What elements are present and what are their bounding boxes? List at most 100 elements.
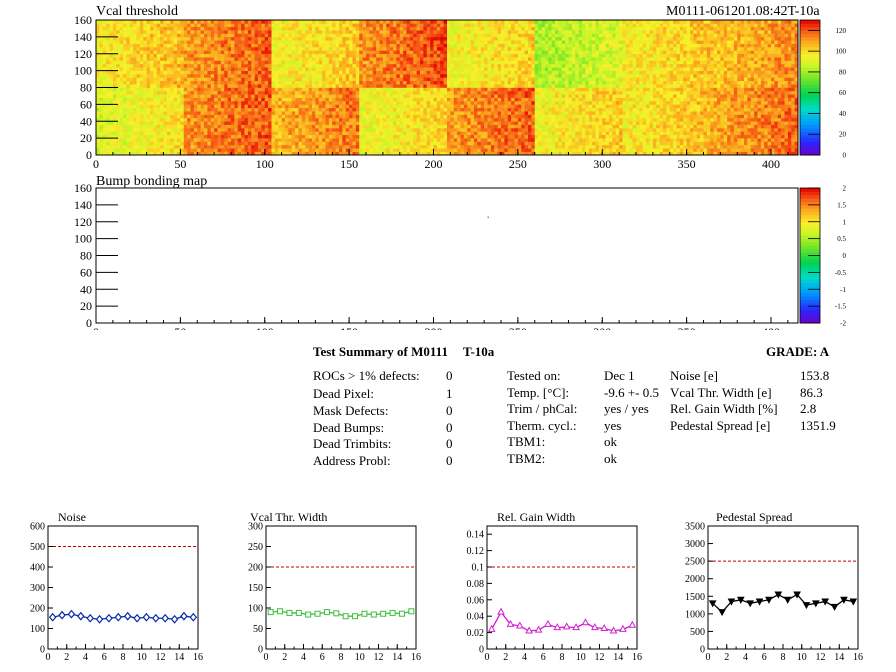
- vcal-cell: [281, 101, 286, 105]
- vcal-cell: [217, 57, 222, 61]
- vcal-cell: [747, 134, 752, 139]
- vcal-cell: [180, 57, 185, 61]
- vcal-cell: [382, 131, 387, 136]
- vcal-cell: [291, 151, 296, 156]
- vcal-cell: [423, 101, 428, 105]
- vcal-cell: [170, 63, 174, 68]
- vcal-cell: [143, 53, 147, 58]
- vcal-cell: [106, 141, 110, 146]
- vcal-cell: [204, 20, 208, 24]
- vcal-cell: [355, 148, 360, 152]
- vcal-cell: [349, 121, 353, 125]
- vcal-cell: [180, 148, 185, 152]
- vcal-cell: [268, 111, 272, 115]
- vcal-cell: [139, 67, 144, 71]
- vcal-cell: [359, 87, 363, 92]
- vcal-cell: [220, 138, 225, 142]
- vcal-cell: [477, 121, 482, 125]
- vcal-cell: [609, 87, 613, 92]
- vcal-cell: [625, 114, 630, 119]
- vcal-cell: [123, 138, 127, 142]
- vcal-cell: [740, 101, 745, 105]
- vcal-cell: [227, 90, 232, 95]
- vcal-cell: [217, 60, 222, 65]
- vcal-cell: [204, 124, 208, 129]
- vcal-cell: [480, 124, 485, 129]
- vcal-cell: [663, 117, 667, 122]
- vcal-cell: [490, 151, 495, 156]
- vcal-cell: [744, 97, 748, 102]
- vcal-cell: [423, 124, 428, 129]
- vcal-cell: [774, 90, 779, 95]
- vcal-cell: [183, 148, 188, 152]
- vcal-cell: [443, 101, 448, 105]
- vcal-cell: [369, 141, 374, 146]
- vcal-cell: [754, 87, 758, 92]
- vcal-cell: [794, 131, 799, 136]
- vcal-cell: [109, 131, 114, 136]
- vcal-cell: [781, 104, 785, 109]
- vcal-cell: [254, 121, 259, 125]
- vcal-cell: [730, 138, 735, 142]
- vcal-cell: [787, 151, 792, 156]
- vcal-cell: [436, 94, 441, 98]
- vcal-cell: [625, 117, 630, 122]
- vcal-cell: [180, 60, 185, 65]
- vcal-cell: [679, 121, 684, 125]
- vcal-cell: [129, 20, 134, 24]
- vcal-cell: [588, 111, 593, 115]
- vcal-cell: [345, 97, 350, 102]
- vcal-cell: [501, 128, 505, 132]
- vcal-cell: [757, 121, 762, 125]
- vcal-cell: [106, 47, 110, 51]
- vcal-cell: [143, 50, 147, 55]
- vcal-cell: [433, 101, 438, 105]
- vcal-cell: [96, 23, 100, 28]
- vcal-cell: [690, 111, 694, 115]
- vcal-cell: [787, 144, 792, 149]
- vcal-cell: [160, 131, 164, 136]
- vcal-cell: [609, 141, 613, 146]
- vcal-cell: [727, 151, 731, 156]
- vcal-cell: [727, 144, 731, 149]
- vcal-cell: [187, 53, 191, 58]
- vcal-cell: [447, 104, 451, 109]
- vcal-cell: [555, 134, 559, 139]
- vcal-cell: [592, 114, 596, 119]
- vcal-cell: [231, 67, 235, 71]
- vcal-cell: [615, 144, 620, 149]
- vcal-cell: [251, 124, 255, 129]
- vcal-cell: [669, 111, 674, 115]
- vcal-cell: [440, 151, 444, 156]
- vcal-cell: [713, 124, 718, 129]
- vcal-cell: [187, 50, 191, 55]
- vcal-cell: [268, 117, 272, 122]
- vcal-cell: [555, 90, 559, 95]
- vcal-cell: [740, 131, 745, 136]
- vcal-cell: [379, 141, 384, 146]
- vcal-cell: [345, 148, 350, 152]
- vcal-cell: [470, 97, 475, 102]
- vcal-cell: [207, 111, 212, 115]
- vcal-cell: [271, 117, 276, 122]
- vcal-cell: [480, 87, 485, 92]
- vcal-cell: [619, 114, 623, 119]
- vcal-cell: [409, 128, 414, 132]
- vcal-cell: [217, 30, 222, 34]
- vcal-cell: [534, 87, 539, 92]
- vcal-cell: [484, 101, 488, 105]
- vcal-cell: [413, 144, 417, 149]
- vcal-cell: [109, 128, 114, 132]
- vcal-cell: [325, 97, 330, 102]
- vcal-cell: [251, 151, 255, 156]
- vcal-cell: [494, 114, 498, 119]
- vcal-cell: [791, 121, 795, 125]
- vcal-cell: [315, 148, 320, 152]
- vcal-cell: [416, 121, 421, 125]
- vcal-cell: [791, 148, 795, 152]
- vcal-cell: [369, 94, 374, 98]
- vcal-cell: [700, 114, 704, 119]
- vcal-cell: [197, 107, 201, 112]
- vcal-cell: [197, 144, 201, 149]
- vcal-cell: [160, 94, 164, 98]
